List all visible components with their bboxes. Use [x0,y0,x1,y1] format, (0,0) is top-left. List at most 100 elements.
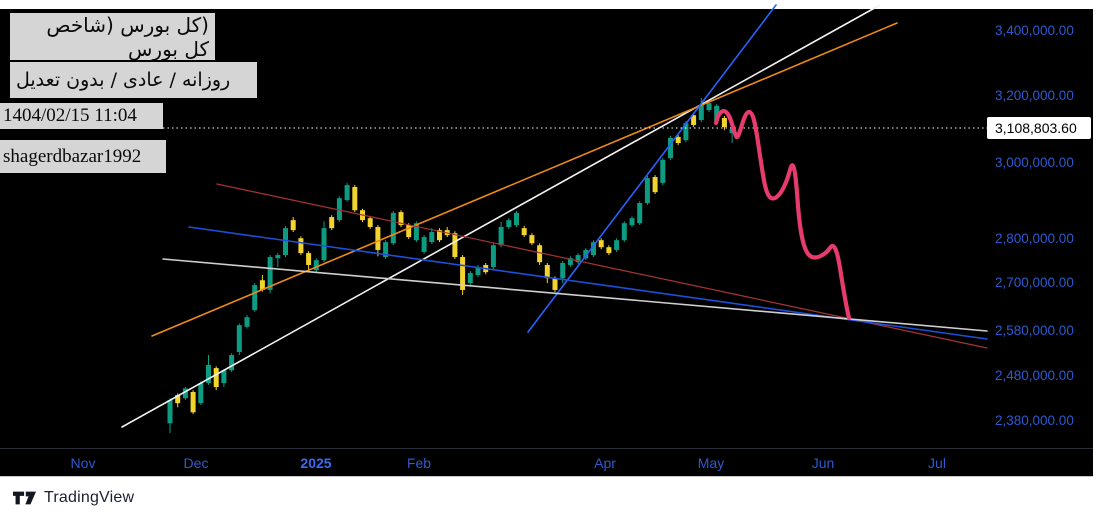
candle-body [259,280,265,290]
candles-layer [167,97,735,433]
candle-body [321,228,327,261]
time-tick-label: 2025 [300,455,332,471]
trendline-falling-trend-blue[interactable] [188,226,988,340]
trendline-rising-channel-orange[interactable] [151,22,898,337]
candle-body [398,212,404,226]
candle-body [521,228,527,236]
price-tick-label: 3,200,000.00 [995,88,1074,103]
candle-body [606,247,612,254]
candle-body [475,266,481,275]
candle-body [290,220,296,231]
candle-body [198,383,204,404]
candle-body [221,370,227,384]
candle-body [544,264,550,279]
time-tick-label: Nov [70,455,96,471]
candle-body [644,178,650,204]
candle-body [236,325,242,353]
candle-body [529,235,535,244]
candle-body [467,272,473,284]
candle-body [637,203,643,224]
price-tick-label: 2,480,000.00 [995,368,1074,383]
price-tick-label: 2,380,000.00 [995,413,1074,428]
candle-body [406,225,412,238]
candle-body [490,245,496,267]
candle-body [460,257,466,290]
candle-body [375,227,381,250]
time-tick-label: Jul [928,455,946,471]
price-tick-label: 2,580,000.00 [995,323,1074,338]
forecast-brush-drawing[interactable] [713,108,852,321]
candle-body [660,159,666,183]
time-axis[interactable]: Nov Dec 2025 Feb Apr May Jun Jul [0,448,1093,477]
candle-body [229,355,235,371]
candle-body [167,400,173,424]
price-tick-label: 2,700,000.00 [995,275,1074,290]
candle-body [383,242,389,258]
series-type-watermark: روزانه / عادی / بدون تعدیل [10,62,257,98]
candle-body [675,136,681,143]
candle-body [614,240,620,250]
tradingview-brand-link[interactable]: TradingView [13,489,134,507]
candle-body [629,218,635,226]
candle-body [329,217,335,229]
candle-body [267,257,273,290]
candle-body [313,260,319,271]
tradingview-brand-text: TradingView [44,489,135,506]
candle-body [336,198,342,221]
trendline-rising-support-white[interactable] [121,4,881,428]
candle-body [244,317,250,327]
candle-body [583,249,589,259]
candle-body [537,245,543,263]
candle-body [252,285,258,311]
candle-body [206,365,211,384]
price-tick-label: 3,000,000.00 [995,155,1074,170]
candle-body [344,185,350,201]
candle-body [575,255,581,263]
candle-body [652,177,658,193]
candle-body [567,258,573,265]
time-tick-label: Jun [811,455,835,471]
price-tick-label: 3,400,000.00 [995,23,1074,38]
candle-body [413,223,419,241]
candle-body [429,232,435,243]
trendline-steep-rising-blue[interactable] [527,4,777,333]
candle-body [390,212,396,244]
candle-body [683,123,689,141]
username-watermark: shagerdbazar1992 [0,140,166,173]
tradingview-logo-icon [13,491,36,505]
candle-body [506,220,512,228]
candle-body [714,105,720,122]
candle-body [598,240,604,248]
candle-body [437,230,442,241]
candle-body [668,138,673,159]
candle-body [367,218,373,228]
time-tick-label: Dec [183,455,209,471]
footer-bar: TradingView [0,477,1109,522]
time-tick-label: Feb [406,455,432,471]
symbol-watermark: (کل بورس (شاخص کل بورس [10,13,215,61]
candle-body [298,238,304,254]
time-tick-label: May [697,455,725,471]
candle-body [452,233,458,258]
candle-body [721,117,727,128]
candle-body [213,368,219,388]
candle-body [275,255,281,259]
candle-body [698,105,704,121]
candle-body [560,262,566,279]
candle-body [552,278,558,290]
candle-body [591,242,596,256]
time-tick-label: Apr [594,455,616,471]
candle-body [352,186,358,211]
candle-body [514,212,519,226]
candle-body [498,227,504,246]
candle-body [706,103,712,111]
price-tick-label: 2,800,000.00 [995,231,1074,246]
candle-body [283,228,288,256]
candle-body [421,237,427,252]
datetime-watermark: 1404/02/15 11:04 [0,103,163,129]
candle-body [175,395,181,404]
candle-body [190,391,196,413]
candle-body [306,253,312,265]
